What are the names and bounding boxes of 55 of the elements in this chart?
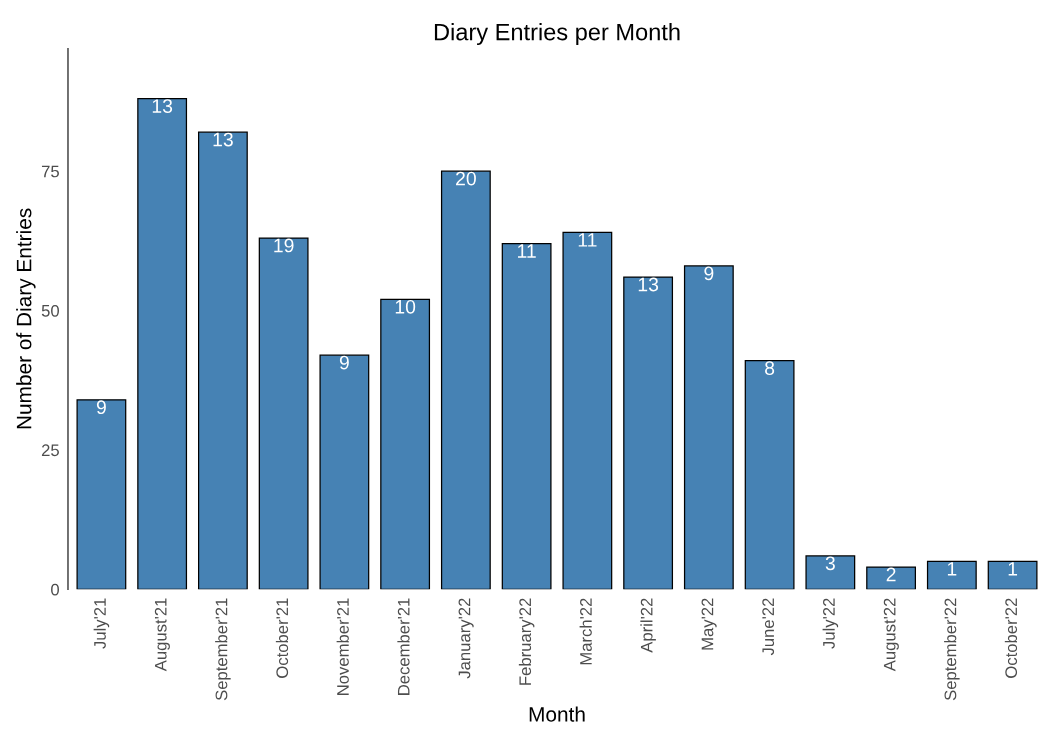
annotation: 1: [1008, 562, 1018, 576]
y-axis-title: Number of Diary Entries: [16, 208, 36, 429]
annotation: 20: [456, 171, 476, 186]
y-tick-label: 25: [41, 444, 59, 457]
annotation: 13: [213, 132, 233, 147]
bar: [197, 131, 248, 590]
x-tick-label: March'22: [579, 598, 592, 665]
annotation: 3: [825, 556, 835, 571]
bar: [744, 360, 795, 590]
annotation: 10: [395, 299, 416, 314]
bar: [562, 231, 613, 590]
annotation: 1: [947, 562, 957, 576]
bar: [987, 560, 1038, 590]
annotation: 9: [339, 355, 349, 370]
x-tick-label: May'22: [701, 598, 717, 650]
y-tick-label: 75: [41, 165, 59, 178]
annotation: 8: [765, 361, 775, 376]
chart-title: Diary Entries per Month: [434, 23, 680, 46]
x-tick-label: September'22: [944, 598, 960, 701]
bar: [501, 243, 552, 590]
bar: [319, 354, 370, 590]
x-tick-label: October'22: [1004, 598, 1018, 678]
bar: [683, 265, 734, 590]
annotation: 13: [638, 277, 659, 292]
bar: [440, 170, 491, 590]
x-tick-label: August'21: [154, 598, 170, 672]
x-tick-label: October'21: [275, 598, 289, 678]
annotation: 9: [704, 266, 714, 281]
bar: [137, 98, 188, 590]
x-tick-label: April'22: [640, 598, 656, 653]
annotation: 11: [578, 233, 597, 247]
x-tick-label: January'22: [458, 598, 474, 679]
annotation: 2: [886, 567, 896, 582]
x-tick-label: December'21: [397, 598, 410, 695]
annotation: 13: [152, 99, 173, 113]
x-tick-label: September'21: [215, 598, 231, 701]
bar: [926, 560, 977, 590]
bar: [76, 399, 127, 590]
x-tick-label: February'22: [518, 598, 535, 685]
y-tick-label: 0: [51, 583, 60, 596]
annotation: 11: [518, 244, 536, 258]
x-tick-label: June'22: [762, 598, 775, 656]
y-tick-label: 50: [41, 304, 60, 317]
x-tick-label: August'22: [883, 598, 899, 672]
bar: [258, 237, 309, 590]
bar: [380, 298, 431, 590]
x-tick-label: July'22: [822, 598, 839, 649]
x-tick-label: July'21: [93, 598, 110, 649]
bar: [623, 276, 674, 590]
x-axis-title: Month: [529, 706, 585, 722]
annotation: 19: [274, 238, 294, 253]
bar: [866, 566, 917, 590]
x-tick-label: November'21: [336, 598, 349, 695]
annotation: 9: [96, 400, 106, 415]
bar: [805, 555, 856, 590]
